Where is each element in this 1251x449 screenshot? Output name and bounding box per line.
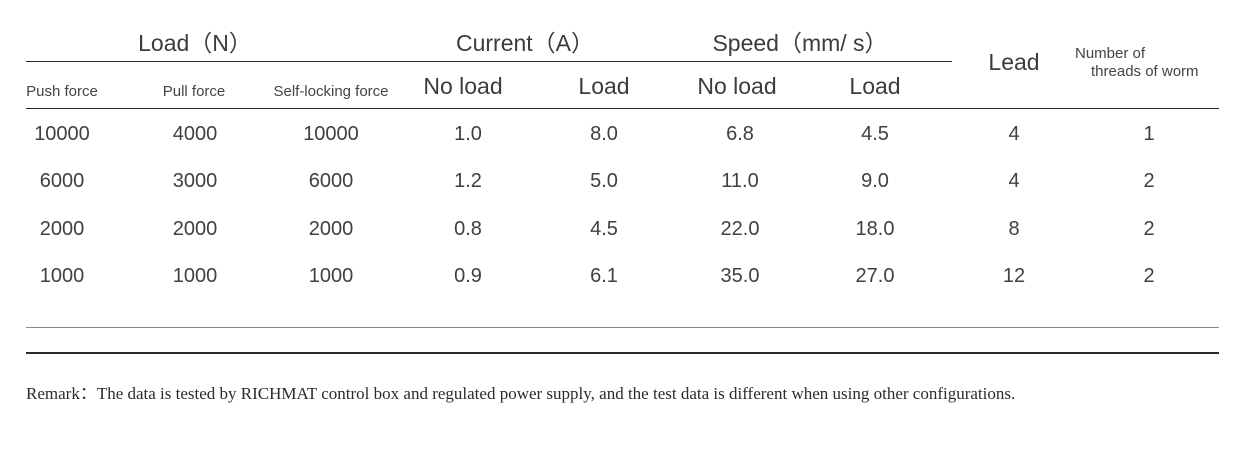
table-cell: 0.9	[454, 265, 482, 287]
group-header-current: Current（A）	[455, 30, 595, 56]
table-cell: 5.0	[590, 170, 618, 192]
table-cell: 2000	[308, 218, 354, 240]
table-cell: 2	[1143, 170, 1155, 192]
table-cell: 1000	[39, 265, 85, 287]
table-cell: 6000	[39, 170, 85, 192]
table-cell: 2000	[39, 218, 85, 240]
group-header-speed: Speed（mm/ s）	[712, 30, 888, 56]
table-cell: 0.8	[454, 218, 482, 240]
group-header-load: Load（N）	[138, 30, 252, 56]
table-cell: 4	[1008, 170, 1020, 192]
header-threads-line1: Number of	[1075, 45, 1146, 62]
table-cell: 12	[1002, 265, 1026, 287]
table-cell: 1	[1143, 123, 1155, 145]
table-cell: 6.1	[590, 265, 618, 287]
header-current-load: Load	[578, 73, 630, 99]
table-cell: 2	[1143, 265, 1155, 287]
table-cell: 18.0	[855, 218, 895, 240]
table-cell: 2000	[172, 218, 218, 240]
table-cell: 27.0	[855, 265, 895, 287]
header-self-locking-force: Self-locking force	[273, 83, 389, 100]
table-bottom-rule	[26, 352, 1219, 354]
table-cell: 4	[1008, 123, 1020, 145]
table-end-rule	[26, 327, 1219, 328]
table-cell: 3000	[172, 170, 218, 192]
table-cell: 4000	[172, 123, 218, 145]
table-cell: 10000	[34, 123, 90, 145]
header-speed-no-load: No load	[697, 73, 777, 99]
header-push-force: Push force	[26, 83, 98, 100]
table-cell: 11.0	[721, 170, 759, 192]
table-cell: 4.5	[590, 218, 618, 240]
table-cell: 1000	[308, 265, 354, 287]
header-pull-force: Pull force	[162, 83, 226, 100]
table-cell: 1.2	[454, 170, 482, 192]
table-cell: 8	[1008, 218, 1020, 240]
table-cell: 2	[1143, 218, 1155, 240]
header-bottom-rule	[26, 108, 1219, 109]
header-speed-load: Load	[849, 73, 901, 99]
header-lead: Lead	[988, 49, 1040, 75]
table-cell: 8.0	[590, 123, 618, 145]
table-cell: 4.5	[861, 123, 889, 145]
table-cell: 22.0	[720, 218, 760, 240]
remark-text: Remark：The data is tested by RICHMAT con…	[26, 384, 1016, 403]
table-cell: 1.0	[454, 123, 482, 145]
table-cell: 1000	[172, 265, 218, 287]
group-header-underline	[26, 61, 952, 62]
header-current-no-load: No load	[423, 73, 503, 99]
table-cell: 6.8	[726, 123, 754, 145]
table-cell: 9.0	[861, 170, 889, 192]
table-cell: 35.0	[720, 265, 760, 287]
table-cell: 6000	[308, 170, 354, 192]
header-threads-line2: threads of worm	[1091, 63, 1199, 80]
table-cell: 10000	[303, 123, 359, 145]
